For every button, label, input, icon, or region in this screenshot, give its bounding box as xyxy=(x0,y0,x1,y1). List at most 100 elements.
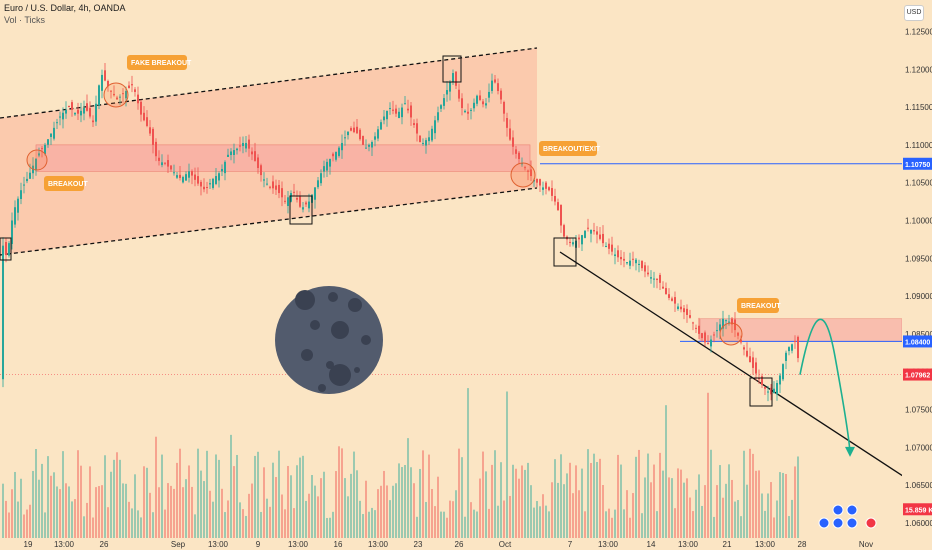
candle-body xyxy=(590,229,592,234)
candle-body xyxy=(65,109,67,114)
volume-bar xyxy=(542,494,544,538)
volume-bar xyxy=(107,507,109,538)
candle-body xyxy=(137,94,139,104)
price-axis-bg xyxy=(902,0,932,550)
currency-button[interactable]: USD xyxy=(904,5,924,21)
down-trendline xyxy=(559,251,932,496)
volume-bar xyxy=(761,493,763,538)
volume-bar xyxy=(797,456,799,538)
volume-bar xyxy=(368,511,370,538)
volume-bar xyxy=(182,487,184,538)
volume-bar xyxy=(134,474,136,538)
volume-bar xyxy=(80,465,82,538)
moon-crater xyxy=(301,349,313,361)
chart-title: Euro / U.S. Dollar, 4h, OANDA xyxy=(4,3,126,13)
candle-body xyxy=(278,184,280,194)
candle-body xyxy=(758,377,760,380)
candle-body xyxy=(230,151,232,156)
volume-bar xyxy=(185,479,187,538)
event-icon xyxy=(865,517,877,529)
candle-body xyxy=(539,179,541,186)
volume-bar xyxy=(233,466,235,538)
candle-body xyxy=(560,204,562,226)
candle-body xyxy=(707,343,709,345)
candle-body xyxy=(704,332,706,343)
annotation-box xyxy=(127,55,187,70)
annotation-label: BREAKOUT xyxy=(741,303,781,310)
volume-bar xyxy=(206,450,208,538)
volume-bar xyxy=(14,471,16,538)
candle-body xyxy=(629,260,631,266)
volume-bar xyxy=(98,486,100,538)
candle-body xyxy=(149,127,151,134)
candle-body xyxy=(347,131,349,136)
candle-body xyxy=(11,220,13,244)
candle-body xyxy=(584,230,586,238)
volume-bar xyxy=(611,517,613,538)
candle-body xyxy=(128,85,130,89)
volume-bar xyxy=(383,470,385,538)
volume-bar xyxy=(38,479,40,538)
volume-bar xyxy=(758,470,760,538)
candle-body xyxy=(422,142,424,144)
candle-body xyxy=(191,171,193,176)
price-tick-label: 1.06500 xyxy=(905,481,932,490)
volume-bar xyxy=(11,489,13,538)
candle-body xyxy=(581,235,583,245)
volume-bar xyxy=(281,494,283,538)
volume-bar xyxy=(44,512,46,538)
volume-bar xyxy=(113,459,115,538)
candle-body xyxy=(731,318,733,325)
volume-bar xyxy=(245,515,247,538)
annotation-box xyxy=(44,176,84,191)
volume-bar xyxy=(665,405,667,538)
volume-bar xyxy=(2,483,4,538)
candle-body xyxy=(554,196,556,202)
volume-bar xyxy=(35,449,37,538)
volume-bar xyxy=(215,454,217,538)
candle-body xyxy=(740,339,742,343)
resistance-zone xyxy=(35,144,531,172)
highlight-box xyxy=(289,195,313,225)
volume-bar xyxy=(566,473,568,538)
volume-bar xyxy=(737,500,739,538)
volume-bar xyxy=(275,477,277,538)
candle-body xyxy=(467,111,469,114)
candle-body xyxy=(446,90,448,95)
moon-icon xyxy=(275,286,383,394)
candle-body xyxy=(710,339,712,347)
candle-body xyxy=(413,123,415,126)
candles xyxy=(2,63,799,402)
volume-bar xyxy=(53,472,55,538)
volume-bar xyxy=(473,509,475,538)
volume-bar xyxy=(668,477,670,538)
candle-body xyxy=(641,260,643,269)
candle-body xyxy=(476,95,478,104)
volume-bar xyxy=(395,483,397,538)
candle-body xyxy=(608,243,610,249)
volume-bar xyxy=(62,451,64,538)
candle-body xyxy=(107,80,109,87)
candle-body xyxy=(260,165,262,176)
candle-body xyxy=(245,142,247,149)
volume-bar xyxy=(5,500,7,538)
candle-body xyxy=(23,184,25,186)
volume-bar xyxy=(791,499,793,538)
candle-body xyxy=(368,144,370,147)
candle-body xyxy=(371,142,373,148)
volume-bar xyxy=(701,505,703,538)
volume-bar xyxy=(452,501,454,538)
volume-bar xyxy=(662,470,664,538)
candle-body xyxy=(329,159,331,167)
candle-body xyxy=(440,105,442,109)
candle-body xyxy=(35,158,37,171)
volume-bar xyxy=(191,486,193,538)
candle-body xyxy=(464,110,466,113)
volume-bar xyxy=(323,471,325,538)
volume-bar xyxy=(617,454,619,538)
volume-bar xyxy=(77,450,79,538)
candle-body xyxy=(8,243,10,256)
candle-body xyxy=(173,172,175,174)
candle-body xyxy=(752,357,754,368)
